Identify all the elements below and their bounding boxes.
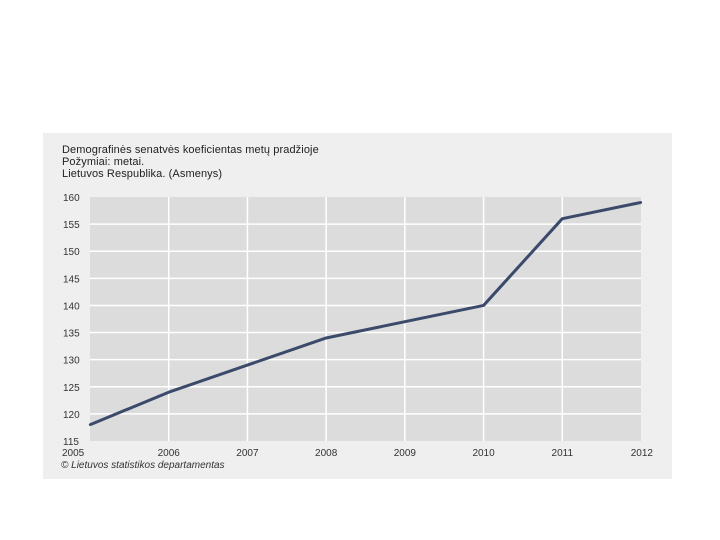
- y-tick-label: 115: [63, 437, 79, 448]
- y-tick-label: 155: [63, 220, 80, 231]
- x-tick-label: 2006: [158, 448, 181, 459]
- data-point: [167, 391, 170, 394]
- line-chart: 115 120 125 130 135 140 145 150 155 160 2005 2006 20…: [62, 193, 654, 459]
- chart-source: © Lietuvos statistikos departamentas: [61, 460, 225, 471]
- data-point: [482, 304, 485, 307]
- chart-subtitle: Požymiai: metai.: [62, 156, 145, 168]
- data-point: [246, 363, 249, 367]
- x-tick-label: 2008: [315, 448, 338, 459]
- x-tick-label: 2011: [552, 448, 574, 459]
- data-point: [639, 201, 643, 204]
- plot-area: [90, 197, 641, 441]
- series-line: [89, 200, 642, 427]
- data-point: [561, 217, 564, 220]
- data-point: [88, 423, 92, 426]
- chart-title: Demografinės senatvės koeficientas metų …: [62, 144, 319, 156]
- x-tick-label: 2005: [62, 448, 85, 459]
- x-tick-label: 2007: [236, 448, 259, 459]
- x-tick-label: 2009: [394, 448, 417, 459]
- chart-panel: Demografinės senatvės koeficientas metų …: [43, 133, 672, 479]
- x-tick-label: 2010: [472, 448, 495, 459]
- y-tick-label: 150: [63, 247, 80, 258]
- y-tick-label: 140: [63, 301, 80, 312]
- x-tick-label: 2012: [631, 448, 654, 459]
- y-tick-label: 120: [63, 410, 80, 421]
- y-tick-label: 135: [63, 329, 80, 340]
- data-point: [324, 336, 328, 340]
- y-tick-label: 160: [63, 193, 80, 204]
- y-tick-label: 145: [63, 274, 80, 285]
- y-tick-label: 130: [63, 356, 80, 367]
- data-point: [403, 320, 407, 323]
- y-tick-label: 125: [63, 383, 80, 394]
- chart-region: Lietuvos Respublika. (Asmenys): [62, 168, 223, 180]
